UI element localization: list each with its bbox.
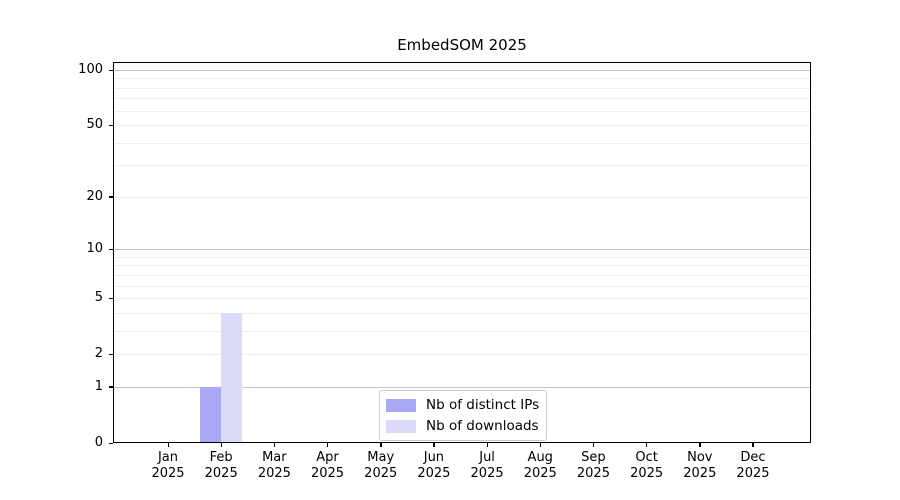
y-tick-label: 2 [94,346,103,362]
x-tick-month: Dec [740,450,766,465]
gridline-minor [113,98,811,100]
legend-label: Nb of distinct IPs [426,397,540,413]
x-tick-label: Oct 2025 [619,450,675,482]
x-tick-label: Jul 2025 [459,450,515,482]
x-tick-month: Nov [687,450,713,465]
x-tick-mark [539,443,542,447]
x-tick-year: 2025 [470,466,504,481]
y-tick-mark [109,353,113,355]
bar-distinct-ips [199,386,222,443]
x-tick-label: Feb 2025 [193,450,249,482]
x-tick-label: Nov 2025 [672,450,728,482]
x-tick-mark [752,443,754,447]
x-tick-label: Mar 2025 [246,450,302,482]
legend-item: Nb of downloads [386,418,539,434]
gridline-minor [113,125,811,127]
x-tick-year: 2025 [523,466,557,481]
y-tick-label: 1 [94,378,103,394]
x-tick-month: Mar [262,450,287,465]
x-tick-month: May [367,450,395,465]
x-tick-month: Feb [209,450,233,465]
gridline-minor [113,354,811,356]
gridline-major [113,249,811,251]
x-tick-mark [327,443,329,447]
chart-title: EmbedSOM 2025 [397,36,527,54]
x-tick-year: 2025 [417,466,451,481]
y-tick-label: 5 [94,290,103,306]
x-tick-mark [167,443,169,447]
x-tick-mark [220,443,222,447]
x-tick-month: Oct [635,450,658,465]
x-tick-year: 2025 [204,466,238,481]
x-tick-label: Apr 2025 [300,450,356,482]
x-tick-month: Jun [423,450,445,465]
legend-label: Nb of downloads [426,418,539,434]
x-tick-year: 2025 [736,466,770,481]
y-tick-mark [109,124,113,127]
gridline-minor [113,256,811,258]
gridline-minor [113,285,811,287]
gridline-minor [113,110,811,112]
gridline-minor [113,165,811,167]
gridline-minor [113,330,811,332]
gridline-minor [113,274,811,276]
y-tick-mark [109,248,113,250]
plot-border [113,62,811,443]
x-tick-month: Jul [479,450,495,465]
x-tick-year: 2025 [257,466,291,481]
x-tick-year: 2025 [310,466,345,481]
y-tick-mark [109,442,113,444]
y-tick-label: 10 [86,241,103,257]
gridline-minor [113,312,811,314]
x-tick-year: 2025 [151,466,185,481]
gridline-minor [113,78,811,80]
x-tick-label: Jun 2025 [406,450,462,482]
y-tick-mark [109,196,113,198]
x-tick-month: Jan [157,450,179,465]
x-tick-mark [380,443,382,447]
x-tick-mark [646,443,648,447]
y-tick-mark [109,386,113,388]
gridline-minor [113,265,811,267]
x-tick-mark [273,443,276,447]
gridline-minor [113,196,811,198]
x-tick-year: 2025 [683,466,717,481]
y-tick-label: 100 [78,62,103,77]
x-tick-label: Dec 2025 [725,450,781,482]
gridline-minor [113,142,811,144]
plot-area [113,62,811,443]
y-tick-label: 20 [86,188,103,204]
x-tick-label: Jan 2025 [140,450,196,482]
x-tick-label: Aug 2025 [512,450,568,482]
x-tick-mark [699,443,701,447]
x-tick-mark [433,443,435,447]
x-tick-mark [486,443,488,447]
gridline-major [113,70,811,71]
legend-swatch-icon [386,398,416,412]
x-tick-month: Sep [581,450,606,465]
x-tick-month: Aug [527,450,553,465]
x-tick-label: May 2025 [353,450,409,482]
x-tick-year: 2025 [576,466,610,481]
x-tick-year: 2025 [364,466,398,481]
x-tick-month: Apr [316,450,339,465]
legend: Nb of distinct IPs Nb of downloads [379,390,548,441]
legend-swatch-icon [386,419,416,433]
legend-item: Nb of distinct IPs [386,397,539,413]
y-tick-label: 50 [86,117,103,133]
gridline-major [113,386,811,388]
bar-downloads [221,312,243,443]
x-tick-mark [592,443,595,447]
x-tick-label: Sep 2025 [565,450,621,482]
gridline-minor [113,87,811,89]
y-tick-label: 0 [94,435,103,450]
y-tick-mark [109,297,113,299]
gridline-minor [113,298,811,300]
y-tick-mark [109,69,113,71]
x-tick-year: 2025 [630,466,664,481]
